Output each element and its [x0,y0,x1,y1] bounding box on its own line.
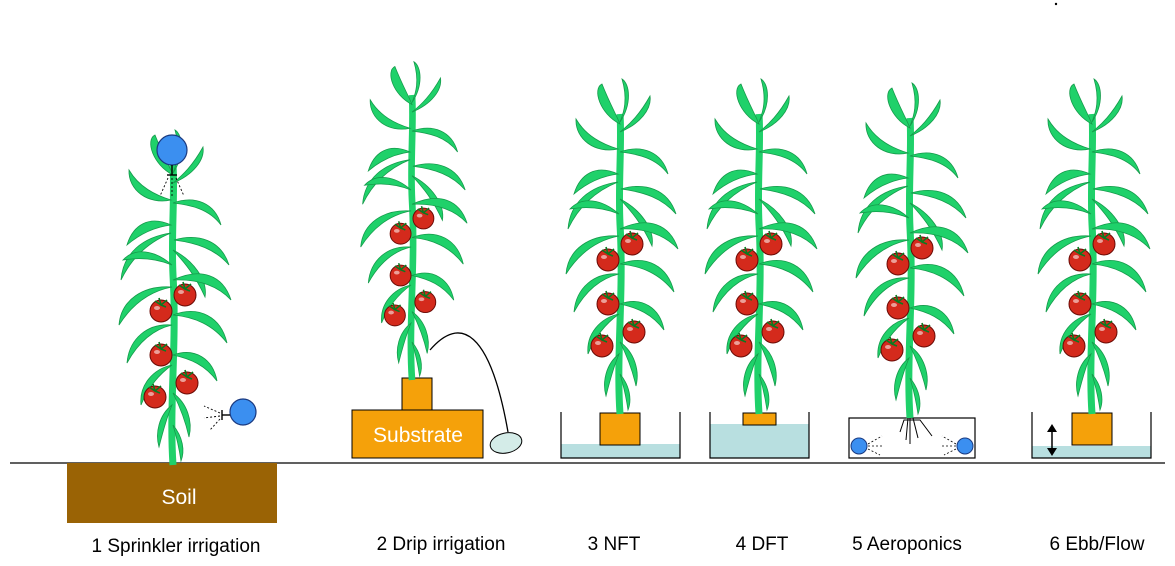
sprinkler-nozzle-side [203,398,257,431]
caption-3: 3 NFT [588,534,641,555]
system-sprinkler: Soil 1 Sprinkler irrigation [67,130,277,557]
ebb-flow-arrow [1047,424,1057,456]
system-drip: Substrate 2 Drip irrigation [351,62,523,555]
sprinkler-nozzle-top [156,134,188,198]
aero-nozzle-right [940,435,974,456]
caption-2: 2 Drip irrigation [377,534,506,555]
system-aeroponics: 5 Aeroponics [848,83,976,555]
system-ebb-flow: 6 Ebb/Flow [1031,79,1152,555]
drip-emitter [489,432,523,454]
plant-1 [119,130,231,465]
ebb-substrate [1071,412,1113,446]
soil-label: Soil [161,486,196,509]
system-nft: 3 NFT [560,79,681,555]
plant-4 [705,79,817,414]
nft-water [561,444,680,458]
drip-tube [429,332,509,433]
plant-3 [566,79,678,414]
dft-substrate [742,412,777,426]
dft-tank [709,412,810,459]
caption-1: 1 Sprinkler irrigation [92,536,261,557]
caption-5: 5 Aeroponics [852,534,962,555]
caption-4: 4 DFT [736,534,789,555]
substrate-top-block [401,377,433,411]
caption-6: 6 Ebb/Flow [1049,534,1144,555]
system-dft: 4 DFT [705,79,817,555]
substrate-label: Substrate [373,424,463,447]
aero-chamber [848,417,976,459]
plant-2 [361,62,467,380]
aero-roots [899,417,933,444]
aero-nozzle-left [850,435,884,456]
ebb-water [1032,446,1151,458]
dft-water [710,424,809,458]
substrate-box [351,409,484,459]
nft-channel [560,412,681,459]
stray-dot [1054,2,1058,6]
ebb-tank [1031,412,1152,459]
plant-6 [1038,79,1150,414]
soil-box [67,463,277,523]
plant-5 [856,83,968,418]
nft-substrate [599,412,641,446]
